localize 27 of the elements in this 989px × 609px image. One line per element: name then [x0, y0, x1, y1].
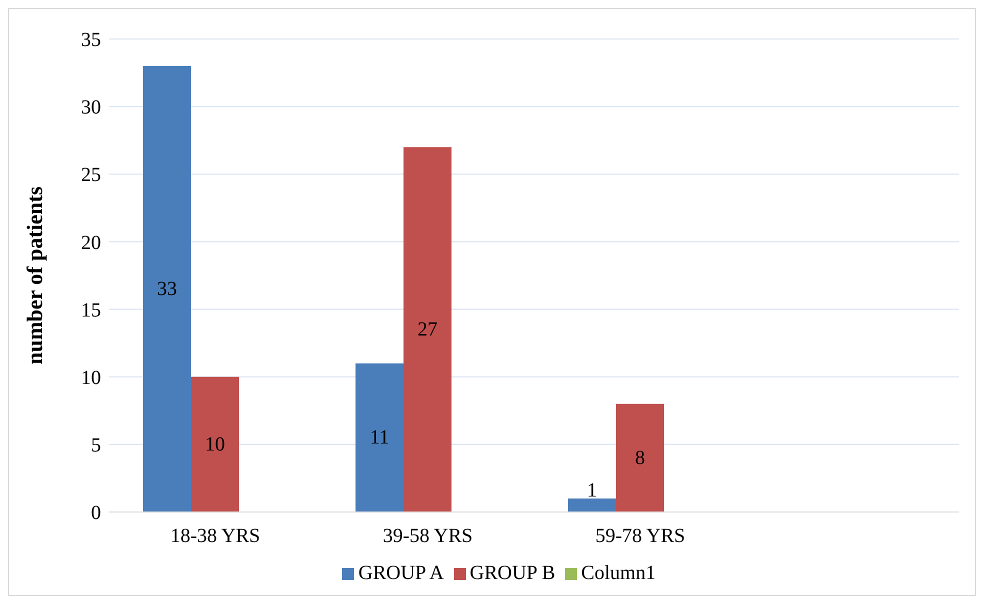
y-tick-label: 25: [81, 164, 101, 186]
y-tick-label: 30: [81, 96, 101, 119]
y-tick-label: 20: [81, 232, 101, 254]
x-tick-label: 59-78 YRS: [595, 525, 686, 548]
bar: [404, 147, 452, 512]
legend-label: GROUP A: [358, 562, 444, 584]
bar: [191, 376, 239, 512]
x-tick-label: 18-38 YRS: [170, 525, 260, 548]
y-tick-label: 15: [81, 299, 101, 322]
y-axis-title: number of patients: [22, 186, 47, 365]
y-tick-label: 5: [91, 434, 101, 457]
legend-label: Column1: [581, 562, 656, 584]
data-label: 27: [418, 318, 438, 341]
y-tick-label: 0: [91, 502, 101, 524]
bar: [143, 66, 191, 512]
x-tick-label: 39-58 YRS: [382, 525, 473, 548]
bar: [616, 404, 664, 512]
data-label: 8: [635, 446, 645, 469]
data-label: 11: [370, 426, 390, 449]
y-tick-label: 10: [81, 366, 101, 389]
data-label: 10: [205, 433, 225, 456]
bar: [568, 498, 616, 512]
data-label: 1: [587, 479, 597, 502]
data-label: 33: [157, 278, 177, 300]
y-tick-label: 35: [81, 29, 101, 52]
legend-label: GROUP B: [470, 562, 556, 584]
bar: [356, 363, 404, 512]
